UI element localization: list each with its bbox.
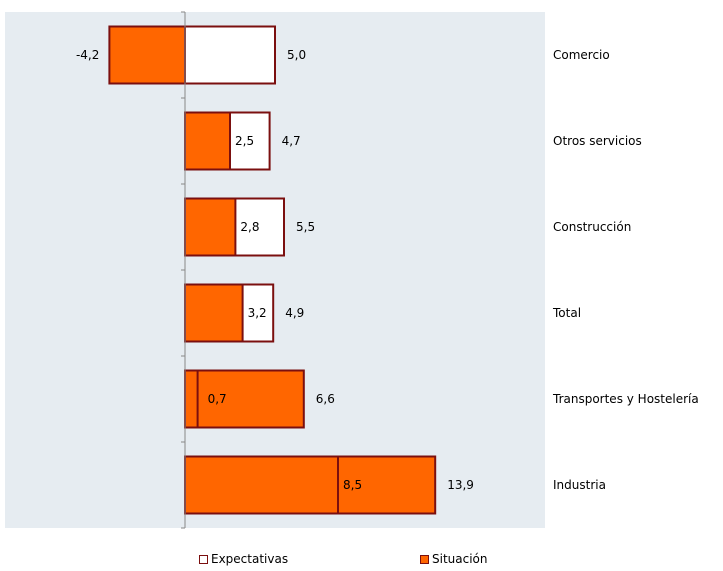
- label-expectativas-total: 4,9: [285, 306, 304, 320]
- category-label-otros-servicios: Otros servicios: [553, 134, 642, 148]
- category-label-transportes-y-hosteleria: Transportes y Hostelería: [552, 392, 699, 406]
- category-label-total: Total: [552, 306, 581, 320]
- category-label-comercio: Comercio: [553, 48, 610, 62]
- legend-label-expectativas: Expectativas: [211, 552, 289, 566]
- label-situacion-comercio: -4,2: [76, 48, 99, 62]
- category-label-industria: Industria: [553, 478, 606, 492]
- bar-situacion-transportes-y-hosteleria: [184, 369, 199, 429]
- bar-situacion-comercio: [108, 25, 186, 85]
- bar-situacion-otros-servicios: [184, 111, 231, 171]
- label-expectativas-construccion: 5,5: [296, 220, 315, 234]
- legend-item-situacion: Situación: [420, 552, 488, 566]
- bar-situacion-industria: [184, 455, 339, 515]
- bar-situacion-construccion: [184, 197, 237, 257]
- label-expectativas-transportes-y-hosteleria: 6,6: [316, 392, 335, 406]
- legend-swatch-expectativas: [199, 554, 208, 564]
- legend-swatch-situacion: [420, 554, 429, 564]
- label-situacion-otros-servicios: 2,5: [235, 134, 254, 148]
- bar-expectativas-comercio: [184, 25, 276, 85]
- legend-label-situacion: Situación: [432, 552, 488, 566]
- category-label-construccion: Construcción: [553, 220, 631, 234]
- bar-expectativas-transportes-y-hosteleria: [184, 369, 305, 429]
- label-expectativas-otros-servicios: 4,7: [282, 134, 301, 148]
- label-expectativas-comercio: 5,0: [287, 48, 306, 62]
- label-situacion-transportes-y-hosteleria: 0,7: [208, 392, 227, 406]
- plot-area: [5, 12, 545, 528]
- legend-item-expectativas: Expectativas: [199, 552, 288, 566]
- label-situacion-construccion: 2,8: [240, 220, 259, 234]
- label-situacion-industria: 8,5: [343, 478, 362, 492]
- bar-situacion-total: [184, 283, 244, 343]
- label-situacion-total: 3,2: [248, 306, 267, 320]
- label-expectativas-industria: 13,9: [447, 478, 474, 492]
